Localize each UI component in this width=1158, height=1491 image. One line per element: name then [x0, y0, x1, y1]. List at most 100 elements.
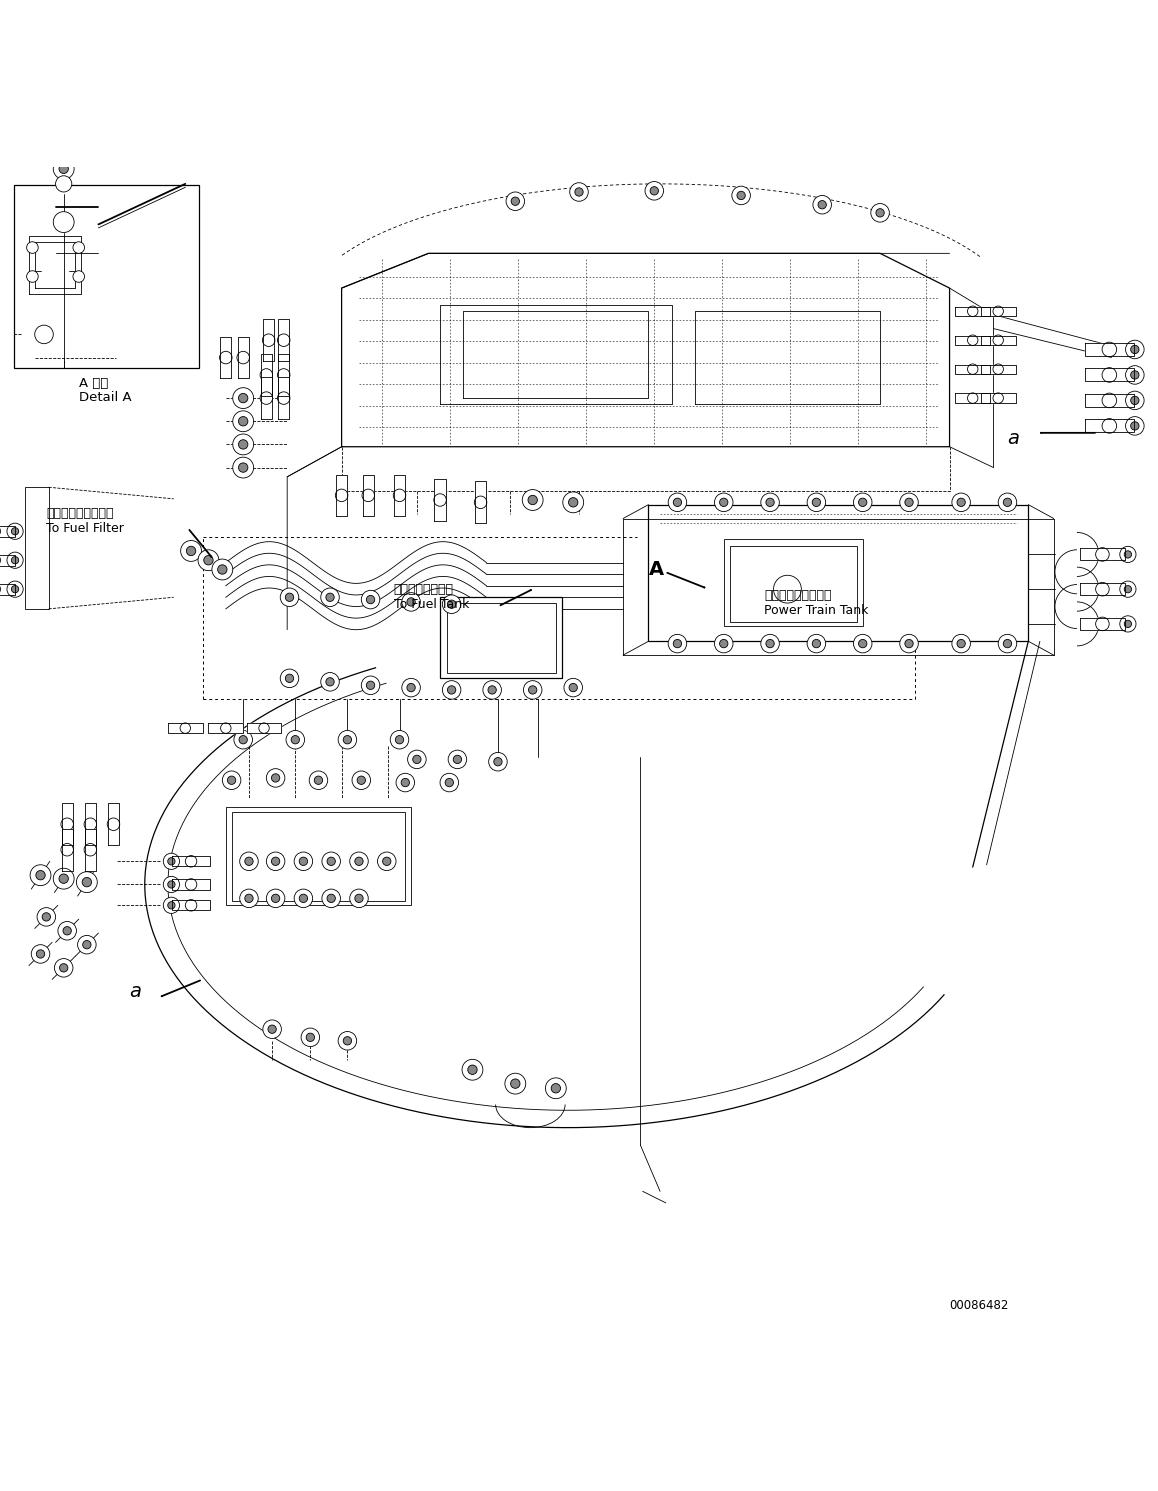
Circle shape — [1124, 550, 1131, 558]
Circle shape — [338, 731, 357, 748]
Circle shape — [168, 857, 175, 865]
Circle shape — [12, 528, 19, 535]
Circle shape — [900, 494, 918, 511]
Polygon shape — [208, 723, 243, 732]
Text: a: a — [1007, 429, 1019, 449]
Polygon shape — [85, 804, 96, 845]
Circle shape — [1124, 586, 1131, 593]
Circle shape — [258, 723, 269, 734]
Circle shape — [294, 889, 313, 908]
Circle shape — [299, 857, 308, 865]
Circle shape — [56, 176, 72, 192]
Circle shape — [396, 774, 415, 792]
Circle shape — [807, 494, 826, 511]
Circle shape — [900, 634, 918, 653]
Polygon shape — [173, 880, 211, 890]
Circle shape — [1095, 617, 1109, 631]
Circle shape — [280, 587, 299, 607]
Circle shape — [551, 1084, 560, 1093]
Circle shape — [488, 686, 497, 695]
Polygon shape — [362, 474, 374, 516]
Circle shape — [185, 899, 197, 911]
Circle shape — [261, 368, 272, 382]
Circle shape — [59, 963, 68, 972]
Circle shape — [812, 498, 821, 507]
Polygon shape — [1085, 419, 1134, 432]
Circle shape — [673, 498, 682, 507]
Circle shape — [402, 678, 420, 696]
Circle shape — [7, 523, 23, 540]
Circle shape — [1120, 546, 1136, 562]
Circle shape — [266, 889, 285, 908]
Bar — [14, 185, 199, 368]
Circle shape — [1120, 616, 1136, 632]
Circle shape — [992, 364, 1003, 374]
Circle shape — [314, 777, 323, 784]
Circle shape — [761, 494, 779, 511]
Circle shape — [327, 895, 336, 902]
Text: パワートレンタンク: パワートレンタンク — [764, 589, 831, 602]
Circle shape — [1126, 365, 1144, 385]
Polygon shape — [168, 723, 203, 732]
Circle shape — [179, 723, 190, 734]
Circle shape — [408, 750, 426, 769]
Circle shape — [1095, 583, 1109, 596]
Circle shape — [765, 498, 775, 507]
Circle shape — [1120, 581, 1136, 598]
Circle shape — [325, 593, 335, 601]
Circle shape — [168, 902, 175, 910]
Circle shape — [327, 857, 336, 865]
Circle shape — [1102, 368, 1116, 382]
Polygon shape — [237, 337, 249, 379]
Circle shape — [489, 753, 507, 771]
Text: To Fuel Filter: To Fuel Filter — [46, 522, 124, 535]
Circle shape — [58, 921, 76, 939]
Circle shape — [858, 640, 867, 647]
Circle shape — [774, 576, 801, 602]
Polygon shape — [0, 555, 15, 565]
Circle shape — [511, 197, 520, 206]
Circle shape — [263, 334, 274, 346]
Circle shape — [761, 634, 779, 653]
Circle shape — [227, 777, 236, 784]
Circle shape — [218, 565, 227, 574]
Circle shape — [366, 681, 375, 689]
Circle shape — [382, 857, 391, 865]
Circle shape — [239, 394, 248, 403]
Circle shape — [309, 771, 328, 790]
Circle shape — [668, 494, 687, 511]
Circle shape — [78, 935, 96, 954]
Circle shape — [998, 494, 1017, 511]
Circle shape — [406, 598, 416, 605]
Circle shape — [186, 546, 196, 556]
Circle shape — [807, 634, 826, 653]
Circle shape — [59, 164, 68, 173]
Circle shape — [366, 595, 375, 604]
Circle shape — [59, 874, 68, 883]
Circle shape — [545, 1078, 566, 1099]
Polygon shape — [220, 337, 232, 379]
Circle shape — [85, 819, 96, 830]
Bar — [25, 488, 49, 608]
Circle shape — [992, 306, 1003, 316]
Circle shape — [286, 731, 305, 748]
Circle shape — [198, 550, 219, 571]
Circle shape — [240, 851, 258, 871]
Polygon shape — [955, 364, 990, 374]
Circle shape — [992, 335, 1003, 346]
Polygon shape — [1085, 368, 1134, 382]
Circle shape — [53, 868, 74, 889]
Circle shape — [278, 392, 290, 404]
Polygon shape — [1079, 617, 1124, 629]
Circle shape — [570, 183, 588, 201]
Circle shape — [462, 1059, 483, 1079]
Circle shape — [442, 681, 461, 699]
Circle shape — [35, 325, 53, 343]
Circle shape — [483, 681, 501, 699]
Circle shape — [301, 1029, 320, 1047]
Bar — [730, 546, 857, 622]
Circle shape — [736, 191, 746, 200]
Circle shape — [406, 683, 416, 692]
Circle shape — [812, 640, 821, 647]
Circle shape — [31, 945, 50, 963]
